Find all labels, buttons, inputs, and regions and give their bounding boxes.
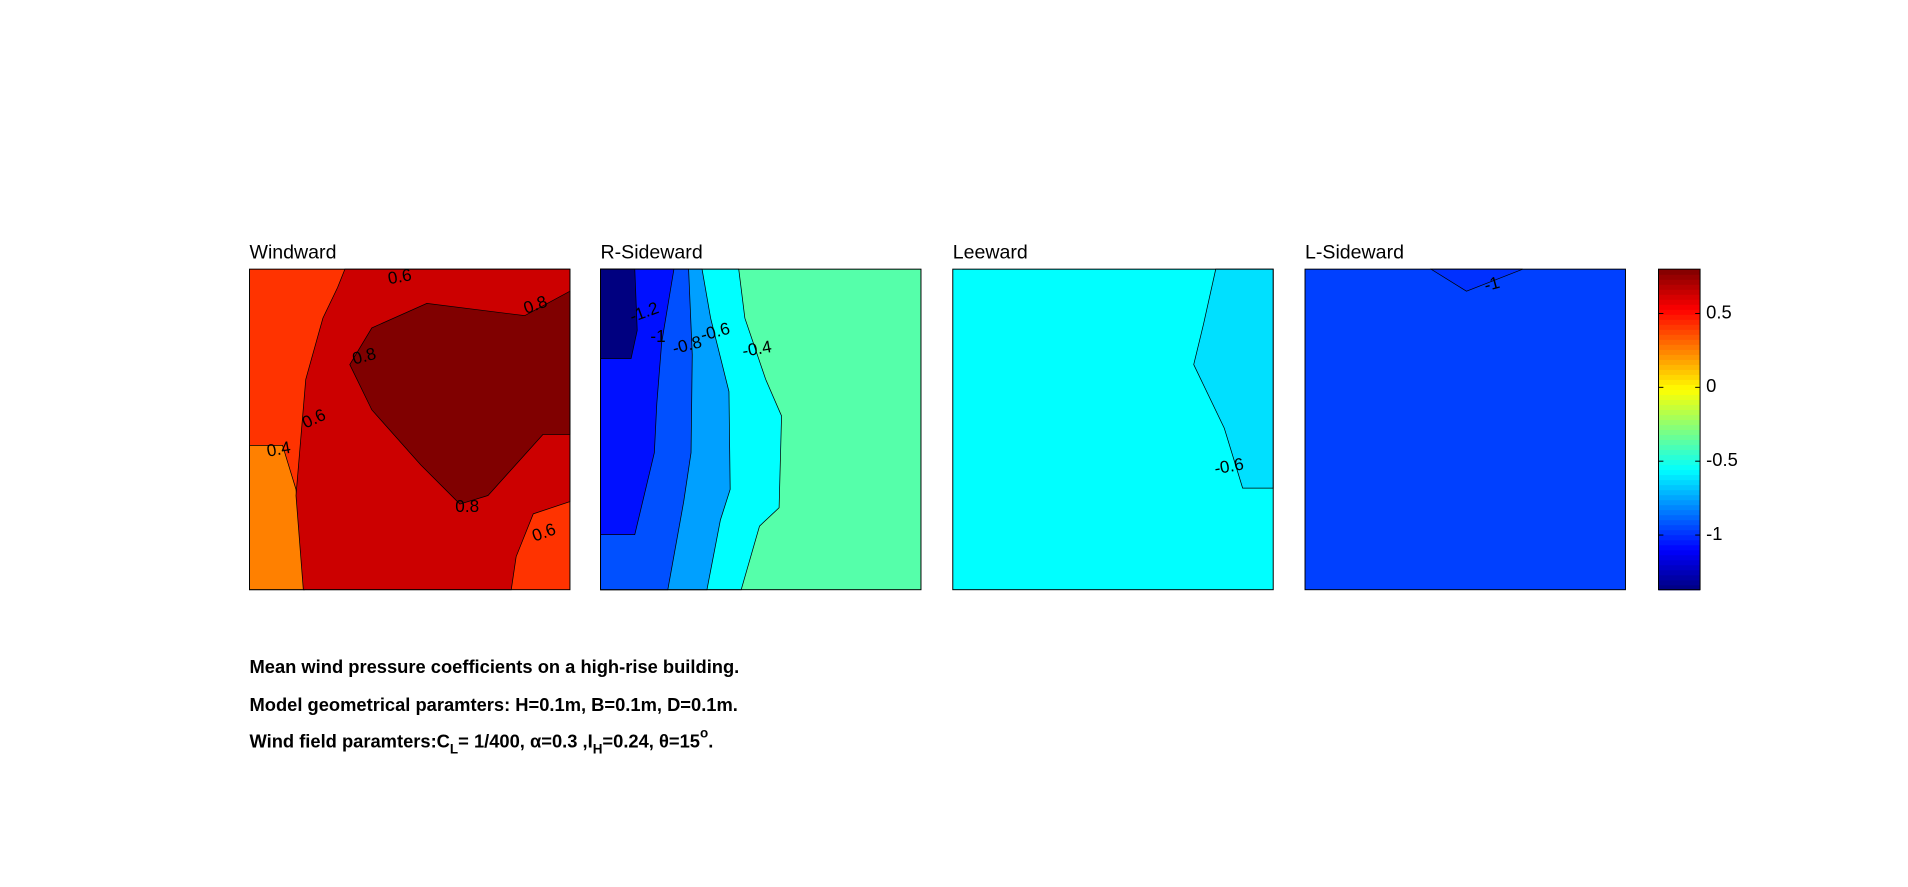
contour-label: -0.4 [741, 337, 774, 361]
panel-title: Leeward [953, 241, 1028, 263]
colorbar-tick-label: 0.5 [1706, 301, 1731, 322]
caption-subscript: H [593, 742, 603, 757]
colorbar-step [1658, 449, 1701, 456]
colorbar-step [1658, 524, 1701, 531]
colorbar-step [1658, 474, 1701, 481]
colorbar-step [1658, 439, 1701, 446]
colorbar-step [1658, 294, 1701, 300]
colorbar-step [1658, 534, 1701, 541]
colorbar-step [1658, 324, 1701, 330]
colorbar-step [1658, 444, 1701, 451]
colorbar-tick-label: -1 [1706, 523, 1722, 544]
colorbar-step [1658, 429, 1701, 436]
colorbar-step [1658, 539, 1701, 546]
caption-part: = 1/400, α=0.3 ,I [458, 731, 593, 752]
colorbar-step [1658, 379, 1701, 385]
colorbar-step [1658, 389, 1701, 395]
colorbar-step [1658, 319, 1701, 325]
colorbar-step [1658, 544, 1701, 551]
panel-title: Windward [250, 241, 337, 263]
colorbar-step [1658, 334, 1701, 340]
colorbar-step [1658, 464, 1701, 471]
colorbar-step [1658, 479, 1701, 486]
colorbar-step [1658, 354, 1701, 360]
colorbar-step [1658, 424, 1701, 431]
colorbar-step [1658, 344, 1701, 350]
colorbar-step [1658, 374, 1701, 380]
colorbar-step [1658, 519, 1701, 526]
caption-line: Wind field paramters:CL= 1/400, α=0.3 ,I… [250, 726, 714, 757]
caption-subscript: L [450, 742, 458, 757]
panel-frame [249, 268, 571, 591]
colorbar-step [1658, 549, 1701, 556]
colorbar-tick-label: 0 [1706, 375, 1716, 396]
colorbar-step [1658, 564, 1701, 571]
panel-title: L-Sideward [1305, 241, 1404, 263]
colorbar-step [1658, 469, 1701, 476]
colorbar-frame [1658, 268, 1701, 591]
colorbar-step [1658, 399, 1701, 405]
contour-label: 0.8 [455, 497, 479, 516]
colorbar-step [1658, 299, 1701, 305]
colorbar-step [1658, 489, 1701, 496]
colorbar-step [1658, 494, 1701, 501]
colorbar-step [1658, 309, 1701, 315]
colorbar-step [1658, 359, 1701, 365]
colorbar-step [1658, 349, 1701, 355]
caption-line: Model geometrical paramters: H=0.1m, B=0… [250, 694, 738, 715]
colorbar-step [1658, 574, 1701, 581]
contour-region [1305, 269, 1626, 590]
panel-title: R-Sideward [601, 241, 703, 263]
colorbar-step [1658, 269, 1701, 275]
colorbar-tick-label: -0.5 [1706, 449, 1738, 470]
colorbar-step [1658, 529, 1701, 536]
colorbar-step [1658, 274, 1701, 280]
contour-label: 0.6 [386, 265, 413, 288]
colorbar-step [1658, 329, 1701, 335]
caption-part: Wind field paramters:C [250, 731, 450, 752]
colorbar-step [1658, 484, 1701, 491]
colorbar-step [1658, 459, 1701, 466]
colorbar-step [1658, 314, 1701, 320]
colorbar-step [1658, 394, 1701, 400]
panel-frame [600, 268, 922, 591]
contour-label: 0.4 [265, 438, 292, 461]
colorbar-step [1658, 339, 1701, 345]
colorbar-step [1658, 279, 1701, 285]
caption-part: =0.24, θ=15 [602, 731, 700, 752]
colorbar-step [1658, 514, 1701, 521]
contour-label: -1 [650, 327, 665, 346]
colorbar-step [1658, 554, 1701, 561]
colorbar-step [1658, 559, 1701, 566]
colorbar-step [1658, 509, 1701, 516]
colorbar-step [1658, 499, 1701, 506]
colorbar-step [1658, 569, 1701, 576]
colorbar-step [1658, 304, 1701, 310]
colorbar-step [1658, 289, 1701, 295]
colorbar-step [1658, 454, 1701, 461]
colorbar-step [1658, 434, 1701, 441]
colorbar-step [1658, 409, 1701, 416]
colorbar-step [1658, 364, 1701, 370]
caption-superscript: o [700, 726, 708, 741]
panel-frame [1304, 268, 1626, 591]
colorbar-step [1658, 504, 1701, 511]
colorbar-step [1658, 404, 1701, 411]
colorbar-step [1658, 384, 1701, 390]
contour-label: -1 [1482, 273, 1502, 295]
colorbar-step [1658, 579, 1701, 586]
caption-part: . [708, 731, 713, 752]
contour-region [349, 290, 571, 505]
panel-frame [952, 268, 1274, 591]
caption-line: Mean wind pressure coefficients on a hig… [250, 656, 740, 677]
colorbar-step [1658, 414, 1701, 421]
contour-label: -0.6 [1213, 454, 1245, 478]
colorbar-step [1658, 584, 1701, 591]
colorbar-step [1658, 369, 1701, 375]
colorbar-step [1658, 284, 1701, 290]
colorbar-step [1658, 419, 1701, 426]
